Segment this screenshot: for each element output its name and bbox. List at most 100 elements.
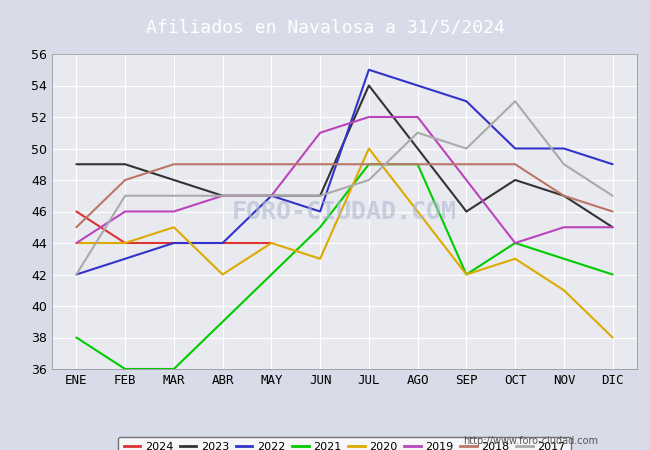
Line: 2023: 2023 <box>77 86 612 227</box>
2019 <box>218 193 227 198</box>
2023 <box>121 162 129 167</box>
2020 <box>72 240 81 246</box>
2023 <box>316 193 324 198</box>
2017 <box>121 193 129 198</box>
2024 <box>72 209 81 214</box>
2021 <box>72 335 81 340</box>
Text: http://www.foro-ciudad.com: http://www.foro-ciudad.com <box>463 436 598 446</box>
2019 <box>365 114 373 120</box>
2020 <box>608 335 616 340</box>
2020 <box>121 240 129 246</box>
2023 <box>463 209 471 214</box>
Line: 2017: 2017 <box>77 101 612 274</box>
2023 <box>72 162 81 167</box>
2018 <box>608 209 616 214</box>
2022 <box>121 256 129 261</box>
2017 <box>170 193 178 198</box>
2018 <box>463 162 471 167</box>
2017 <box>560 162 568 167</box>
2021 <box>121 366 129 372</box>
2020 <box>560 288 568 293</box>
2019 <box>72 240 81 246</box>
2020 <box>413 209 421 214</box>
Line: 2024: 2024 <box>77 212 272 243</box>
2022 <box>463 99 471 104</box>
2018 <box>218 162 227 167</box>
2021 <box>365 162 373 167</box>
2019 <box>268 193 276 198</box>
2024 <box>121 240 129 246</box>
2021 <box>170 366 178 372</box>
2017 <box>365 177 373 183</box>
2020 <box>365 146 373 151</box>
2017 <box>268 193 276 198</box>
2020 <box>316 256 324 261</box>
Line: 2020: 2020 <box>77 148 612 338</box>
Line: 2022: 2022 <box>77 70 612 274</box>
2017 <box>72 272 81 277</box>
2017 <box>218 193 227 198</box>
2023 <box>365 83 373 88</box>
2019 <box>413 114 421 120</box>
2024 <box>268 240 276 246</box>
2023 <box>268 193 276 198</box>
2022 <box>560 146 568 151</box>
2020 <box>218 272 227 277</box>
2018 <box>268 162 276 167</box>
2019 <box>463 177 471 183</box>
2018 <box>560 193 568 198</box>
2021 <box>268 272 276 277</box>
2023 <box>170 177 178 183</box>
2019 <box>121 209 129 214</box>
2024 <box>170 240 178 246</box>
2020 <box>170 225 178 230</box>
Line: 2019: 2019 <box>77 117 612 243</box>
Text: Afiliados en Navalosa a 31/5/2024: Afiliados en Navalosa a 31/5/2024 <box>146 18 504 36</box>
2018 <box>121 177 129 183</box>
2023 <box>218 193 227 198</box>
Legend: 2024, 2023, 2022, 2021, 2020, 2019, 2018, 2017: 2024, 2023, 2022, 2021, 2020, 2019, 2018… <box>118 437 571 450</box>
2023 <box>560 193 568 198</box>
2018 <box>413 162 421 167</box>
2022 <box>268 193 276 198</box>
2018 <box>316 162 324 167</box>
2018 <box>511 162 519 167</box>
2021 <box>608 272 616 277</box>
2017 <box>413 130 421 135</box>
2021 <box>413 162 421 167</box>
2021 <box>218 319 227 324</box>
2017 <box>608 193 616 198</box>
2023 <box>511 177 519 183</box>
2021 <box>463 272 471 277</box>
2022 <box>316 209 324 214</box>
2022 <box>72 272 81 277</box>
2020 <box>463 272 471 277</box>
2019 <box>170 209 178 214</box>
2021 <box>511 240 519 246</box>
2018 <box>72 225 81 230</box>
2023 <box>608 225 616 230</box>
2022 <box>365 67 373 72</box>
2021 <box>316 225 324 230</box>
2019 <box>608 225 616 230</box>
2022 <box>511 146 519 151</box>
Line: 2021: 2021 <box>77 164 612 369</box>
2021 <box>560 256 568 261</box>
2022 <box>608 162 616 167</box>
2022 <box>218 240 227 246</box>
2018 <box>365 162 373 167</box>
2024 <box>218 240 227 246</box>
2022 <box>413 83 421 88</box>
2017 <box>463 146 471 151</box>
2020 <box>268 240 276 246</box>
2017 <box>316 193 324 198</box>
Line: 2018: 2018 <box>77 164 612 227</box>
2020 <box>511 256 519 261</box>
2019 <box>511 240 519 246</box>
2023 <box>413 146 421 151</box>
2019 <box>560 225 568 230</box>
2017 <box>511 99 519 104</box>
2018 <box>170 162 178 167</box>
2022 <box>170 240 178 246</box>
Text: FORO-CIUDAD.COM: FORO-CIUDAD.COM <box>232 199 457 224</box>
